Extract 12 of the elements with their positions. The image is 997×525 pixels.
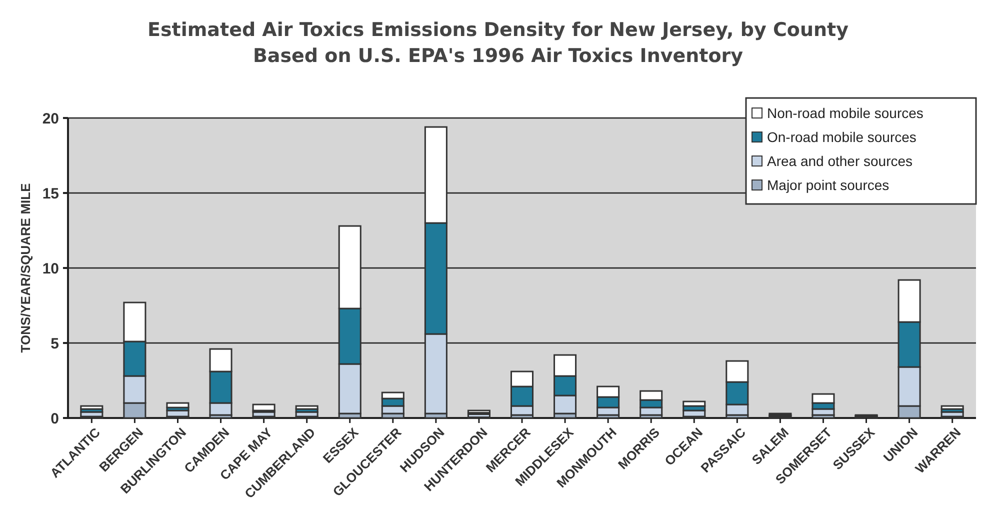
chart-subtitle: Based on U.S. EPA's 1996 Air Toxics Inventory xyxy=(252,45,744,67)
y-tick-label: 0 xyxy=(50,410,59,428)
legend-label: Non-road mobile sources xyxy=(767,104,924,121)
y-tick-label: 5 xyxy=(50,335,59,352)
y-tick-label: 10 xyxy=(42,260,59,278)
y-tick-label: 15 xyxy=(42,185,59,202)
legend-label: On-road mobile sources xyxy=(767,128,916,145)
legend-label: Major point sources xyxy=(767,176,890,193)
y-axis-title: TONS/YEAR/SQUARE MILE xyxy=(18,182,33,353)
y-tick-label: 20 xyxy=(42,110,59,128)
legend-label: Area and other sources xyxy=(767,152,913,169)
chart-title: Estimated Air Toxics Emissions Density for New Jersey, by County xyxy=(148,19,850,41)
